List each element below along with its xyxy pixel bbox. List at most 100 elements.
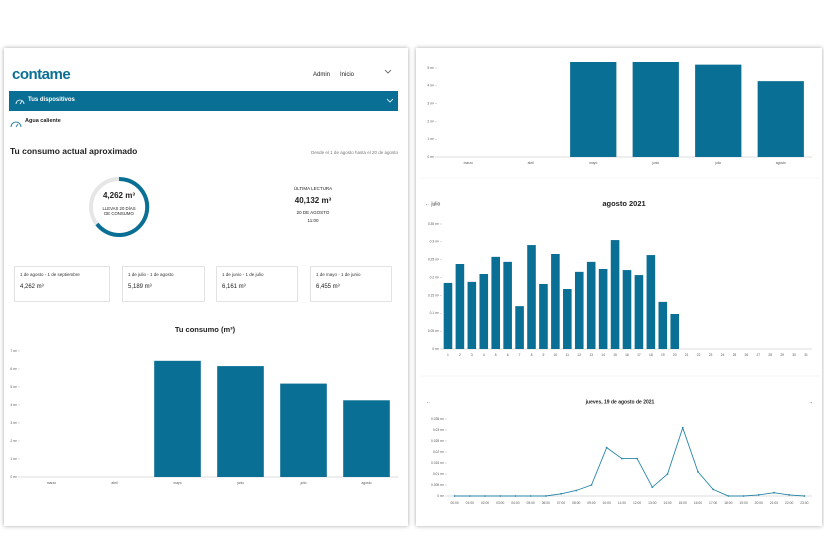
x-tick-label: 26 bbox=[745, 353, 749, 357]
y-tick-label: 4 m³ bbox=[427, 84, 434, 88]
y-tick-label: 0.25 m³ bbox=[428, 258, 440, 262]
x-tick-label: 15:00 bbox=[679, 501, 687, 505]
x-tick-label: 31 bbox=[804, 353, 808, 357]
card-value: 4,262 m³ bbox=[20, 284, 44, 290]
x-tick-label: 3 bbox=[471, 353, 473, 357]
x-tick-label: 06:00 bbox=[542, 501, 550, 505]
bar bbox=[646, 255, 656, 349]
nav-item[interactable]: Admin bbox=[313, 72, 331, 78]
icons bbox=[10, 69, 394, 128]
y-tick-label: 0.005 m³ bbox=[431, 483, 445, 487]
x-tick-label: 23 bbox=[709, 353, 713, 357]
point bbox=[605, 446, 608, 449]
card bbox=[14, 266, 110, 302]
last-reading-value: 40,132 m³ bbox=[294, 196, 332, 205]
point bbox=[727, 495, 730, 497]
card-value: 5,189 m³ bbox=[128, 284, 152, 290]
bar bbox=[539, 284, 548, 349]
point bbox=[560, 492, 562, 495]
point bbox=[757, 494, 760, 496]
last-reading-label: ÚLTIMA LECTURA bbox=[293, 186, 333, 191]
bar bbox=[455, 264, 465, 349]
y-tick-label: 3 m³ bbox=[427, 101, 434, 105]
bar bbox=[570, 62, 617, 158]
y-tick-label: 0.02 m³ bbox=[433, 450, 445, 454]
plot bbox=[453, 426, 806, 497]
plot bbox=[570, 62, 804, 158]
bar bbox=[491, 256, 501, 349]
chart-title: agosto 2021 bbox=[602, 199, 645, 208]
nav-item[interactable]: Inicio bbox=[340, 72, 355, 78]
x-tick-label: 07:00 bbox=[557, 501, 565, 505]
x-tick-label: 15 bbox=[613, 353, 617, 357]
x-tick-label: 24 bbox=[721, 353, 725, 357]
bar bbox=[503, 261, 512, 349]
bar bbox=[757, 81, 804, 157]
y-tick-label: 3 m³ bbox=[10, 421, 17, 425]
x-tick-label: 13:00 bbox=[648, 501, 656, 505]
x-tick-label: 22:00 bbox=[785, 501, 793, 505]
x-tick-label: 22 bbox=[697, 353, 701, 357]
bar bbox=[622, 270, 632, 349]
point bbox=[468, 495, 471, 497]
point bbox=[575, 489, 578, 492]
x-tick-label: 05:00 bbox=[527, 501, 535, 505]
x-tick-label: 10 bbox=[554, 353, 558, 357]
last-reading-time: 11:00 bbox=[307, 218, 319, 223]
x-tick-label: 03:00 bbox=[496, 501, 504, 505]
line bbox=[454, 426, 805, 497]
plot bbox=[154, 360, 390, 477]
y-tick-label: 1 m³ bbox=[427, 137, 434, 141]
bar bbox=[574, 271, 584, 349]
point bbox=[636, 457, 639, 460]
y-tick-label: 2 m³ bbox=[10, 439, 17, 443]
y-tick-label: 4 m³ bbox=[10, 403, 17, 407]
device-name[interactable]: Agua caliente bbox=[25, 118, 61, 124]
x-tick-label: julio bbox=[714, 161, 721, 165]
devices-bar[interactable] bbox=[9, 91, 398, 111]
point bbox=[620, 457, 623, 460]
bar bbox=[551, 254, 560, 349]
y-tick-label: 0.35 m³ bbox=[428, 222, 440, 226]
bar bbox=[217, 366, 264, 477]
x-tick-label: 16 bbox=[625, 353, 629, 357]
x-tick-label: 8 bbox=[531, 353, 533, 357]
y-tick-label: 0 m³ bbox=[432, 347, 439, 351]
x-tick-label: 30 bbox=[792, 353, 796, 357]
x-tick-label: 14:00 bbox=[663, 501, 671, 505]
y-tick-label: 0.015 m³ bbox=[431, 461, 445, 465]
nav-next[interactable]: → bbox=[808, 399, 813, 405]
devices-label[interactable]: Tus dispositivos bbox=[28, 97, 75, 103]
x-tick-label: mayo bbox=[589, 161, 597, 165]
x-tick-label: 6 bbox=[507, 353, 509, 357]
x-tick-label: 21:00 bbox=[770, 501, 778, 505]
bar bbox=[670, 314, 680, 349]
card-period: 1 de agosto - 1 de septiembre bbox=[20, 272, 80, 277]
y-tick-label: 5 m³ bbox=[427, 66, 434, 70]
point bbox=[742, 495, 745, 497]
bar bbox=[610, 240, 620, 349]
x-tick-label: 28 bbox=[768, 353, 772, 357]
y-tick-label: 0.03 m³ bbox=[433, 428, 445, 432]
point bbox=[666, 473, 669, 475]
x-tick-label: 7 bbox=[519, 353, 521, 357]
point bbox=[529, 495, 532, 497]
x-tick-label: 14 bbox=[601, 353, 605, 357]
plot bbox=[443, 240, 680, 349]
nav-prev[interactable]: ← julio bbox=[425, 201, 441, 207]
bar bbox=[343, 400, 390, 477]
bar bbox=[443, 282, 453, 349]
bar bbox=[695, 64, 742, 157]
x-tick-label: 2 bbox=[459, 353, 461, 357]
nav-prev[interactable]: ← bbox=[426, 399, 431, 405]
point bbox=[651, 486, 654, 489]
y-tick-label: 5 m³ bbox=[10, 385, 17, 389]
x-tick-label: 01:00 bbox=[466, 501, 474, 505]
gauge-caption: LLEVAS 20 DÍAS DE CONSUMO bbox=[102, 206, 136, 216]
x-tick-label: junio bbox=[651, 161, 659, 165]
logo[interactable]: contame bbox=[12, 66, 71, 83]
date-range: Desde el 1 de agosto hasta el 20 de agos… bbox=[311, 150, 398, 155]
x-tick-label: 29 bbox=[780, 353, 784, 357]
card bbox=[310, 266, 392, 302]
y-tick-label: 0 m³ bbox=[10, 475, 17, 479]
